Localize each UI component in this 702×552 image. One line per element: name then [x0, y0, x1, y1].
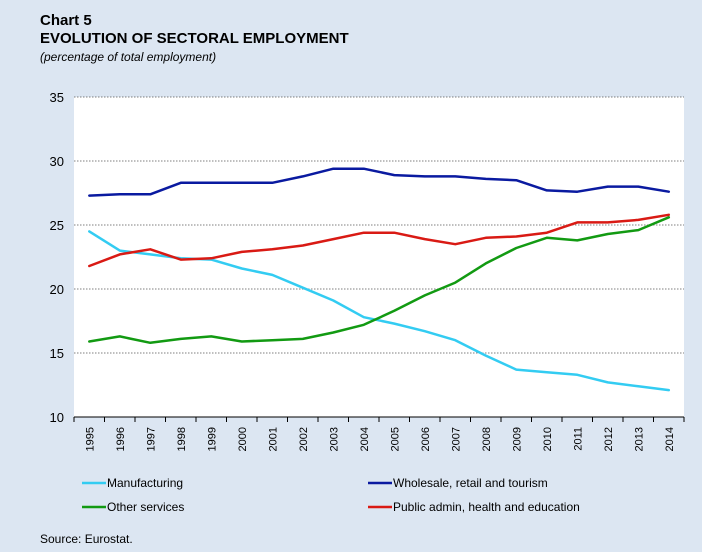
x-tick-label: 2006 [420, 427, 432, 451]
legend-label: Other services [107, 500, 184, 514]
chart-number: Chart 5 [40, 12, 92, 29]
y-tick-label: 20 [50, 282, 64, 297]
x-tick-label: 2014 [664, 427, 676, 451]
series-line [88, 213, 671, 268]
x-tick-label: 2007 [450, 427, 462, 451]
legend-label: Wholesale, retail and tourism [393, 476, 548, 490]
x-tick-label: 2004 [359, 427, 371, 451]
x-tick-label: 1996 [115, 427, 127, 451]
legend-label: Manufacturing [107, 476, 183, 490]
y-tick-label: 10 [50, 410, 64, 425]
y-tick-label: 15 [50, 346, 64, 361]
x-tick-label: 2001 [267, 427, 279, 451]
series-line [88, 167, 671, 197]
title-block: Chart 5 EVOLUTION OF SECTORAL EMPLOYMENT… [40, 12, 349, 65]
x-tick-label: 1998 [176, 427, 188, 451]
series-lines [88, 167, 671, 392]
legend-label: Public admin, health and education [393, 500, 580, 514]
x-tick-label: 2005 [389, 427, 401, 451]
series-line [88, 216, 671, 345]
x-tick-label: 1995 [84, 427, 96, 451]
chart-subtitle: (percentage of total employment) [40, 50, 217, 64]
x-tick-label: 1999 [206, 427, 218, 451]
axes: 35 30 25 20 15 10 1995 1996 1997 1998 1999 2000 2001… [50, 90, 685, 451]
y-tick-label: 35 [50, 90, 64, 105]
y-tick-label: 30 [50, 154, 64, 169]
x-tick-label: 2003 [328, 427, 340, 451]
x-tick-label: 2009 [511, 427, 523, 451]
line-chart: 35 30 25 20 15 10 1995 1996 1997 1998 1999 2000 2001… [50, 90, 685, 514]
x-tick-label: 2008 [481, 427, 493, 451]
x-tick-label: 2012 [603, 427, 615, 451]
x-tick-label: 2013 [633, 427, 645, 451]
x-tick-label: 2010 [542, 427, 554, 451]
gridlines [74, 96, 684, 354]
source-note: Source: Eurostat. [40, 532, 133, 546]
y-tick-label: 25 [50, 218, 64, 233]
x-tick-label: 1997 [145, 427, 157, 451]
chart-title: EVOLUTION OF SECTORAL EMPLOYMENT [40, 30, 349, 47]
x-tick-label: 2011 [572, 427, 584, 451]
x-tick-label: 2000 [237, 427, 249, 451]
legend: Manufacturing Wholesale, retail and touri… [82, 476, 580, 514]
x-tick-label: 2002 [298, 427, 310, 451]
